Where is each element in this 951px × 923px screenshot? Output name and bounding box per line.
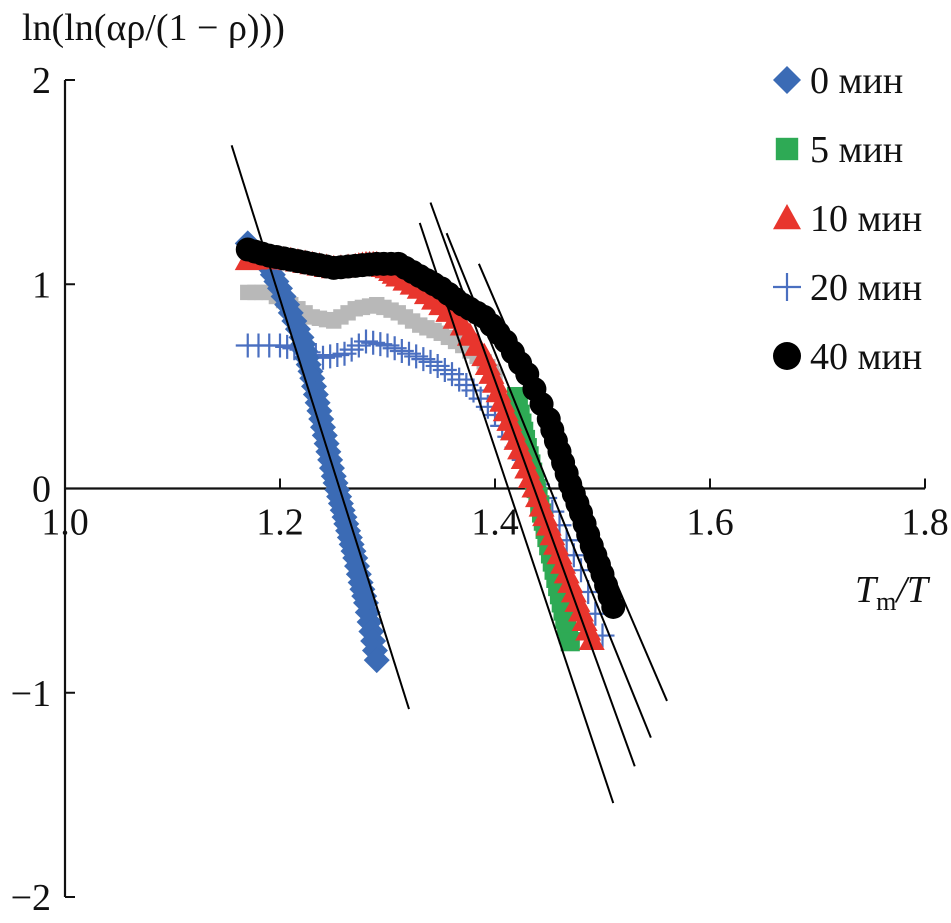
fit-line [429, 202, 636, 767]
series-40-мин [235, 237, 626, 619]
x-axis-title-main: T [855, 569, 879, 611]
y-tick-label: −2 [11, 877, 51, 919]
legend-marker [773, 342, 801, 370]
legend-entry: 10 мин [773, 198, 922, 240]
fit-line [477, 263, 668, 702]
legend-entry: 40 мин [773, 336, 922, 378]
series-layer [234, 230, 626, 674]
legend-marker [773, 66, 801, 94]
legend-marker [775, 137, 799, 161]
x-axis-title: Tm/T [855, 569, 931, 616]
legend-label: 10 мин [810, 198, 922, 240]
data-point [389, 338, 414, 363]
y-tick-label: 0 [32, 469, 51, 511]
fit-line [445, 232, 652, 739]
data-point [363, 647, 390, 674]
legend-label: 0 мин [810, 60, 903, 102]
data-point [411, 347, 436, 372]
y-tick-label: 1 [32, 264, 51, 306]
x-tick-label: 1.2 [256, 502, 304, 544]
legend-marker [773, 204, 801, 230]
x-tick-label: 1.6 [686, 502, 734, 544]
legend-entry: 5 мин [775, 129, 903, 171]
data-point [578, 626, 605, 651]
data-point [601, 594, 626, 619]
legend-label: 20 мин [810, 267, 922, 309]
data-point [375, 333, 400, 358]
x-tick-label: 1.8 [901, 502, 949, 544]
data-point [404, 344, 429, 369]
data-point [325, 343, 350, 368]
data-point [560, 632, 580, 652]
legend-entry: 20 мин [773, 267, 922, 309]
legend-entry: 0 мин [773, 60, 903, 102]
data-point [368, 332, 393, 357]
x-axis-title-tail: /T [894, 569, 931, 611]
x-tick-label: 1.4 [471, 502, 519, 544]
x-tick-label: 1.0 [41, 502, 89, 544]
data-point [397, 341, 421, 366]
data-point [382, 336, 407, 361]
data-point [447, 367, 472, 392]
legend-label: 40 мин [810, 336, 922, 378]
y-ticks: −2 −1 0 1 2 [11, 60, 75, 919]
legend: 0 мин 5 мин 10 мин 20 мин 40 мин [773, 60, 922, 378]
data-point [268, 333, 292, 358]
axes: −2 −1 0 1 2 1.0 1.2 1.4 1.6 1.8 [11, 60, 949, 919]
y-tick-label: 2 [32, 60, 51, 102]
fit-line [418, 222, 615, 804]
data-point [318, 344, 343, 369]
y-tick-label: −1 [11, 673, 51, 715]
legend-marker [773, 273, 801, 301]
y-axis-title: ln(ln(αρ/(1 − ρ))) [22, 7, 285, 49]
data-point [361, 330, 386, 355]
x-ticks: 1.0 1.2 1.4 1.6 1.8 [41, 478, 949, 544]
x-axis-title-sub: m [876, 587, 896, 616]
fit-line [230, 145, 410, 710]
legend-label: 5 мин [810, 129, 903, 171]
fit-lines-layer [230, 145, 668, 804]
